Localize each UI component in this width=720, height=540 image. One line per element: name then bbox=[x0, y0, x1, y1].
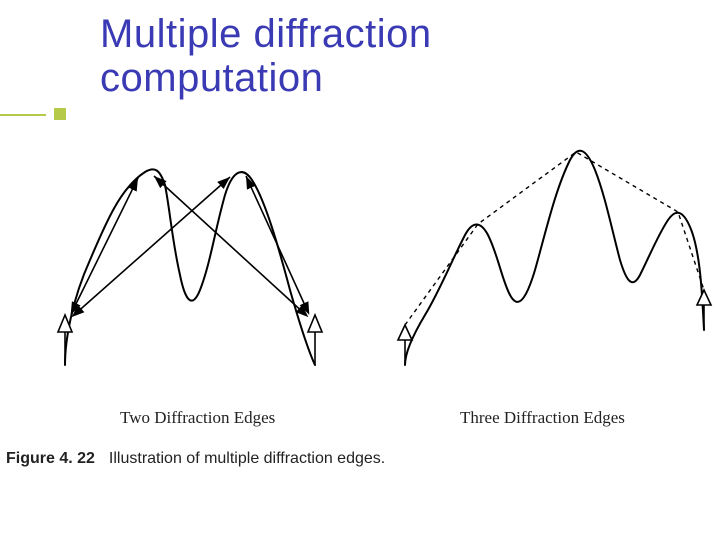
title-line-2: computation bbox=[100, 56, 432, 100]
ray-r-p1 bbox=[154, 176, 306, 315]
ray-l-p1 bbox=[72, 178, 138, 312]
figure-caption: Figure 4. 22 Illustration of multiple dif… bbox=[6, 450, 385, 468]
terrain-left bbox=[65, 169, 315, 365]
terrain-right bbox=[405, 151, 704, 365]
slide-title: Multiple diffraction computation bbox=[100, 12, 432, 100]
diagram-two-edges bbox=[20, 140, 360, 400]
antenna-right bbox=[308, 315, 322, 365]
figure-number: Figure 4. 22 bbox=[6, 450, 95, 467]
caption-two-edges: Two Diffraction Edges bbox=[120, 408, 275, 428]
figure-area: Two Diffraction Edges Three Diffraction … bbox=[0, 140, 720, 480]
accent-divider bbox=[0, 114, 46, 116]
diagram-three-edges bbox=[380, 140, 720, 400]
caption-three-edges: Three Diffraction Edges bbox=[460, 408, 625, 428]
title-line-1: Multiple diffraction bbox=[100, 12, 432, 56]
ray-l-p2 bbox=[74, 177, 230, 315]
antenna-right-3 bbox=[697, 290, 711, 330]
ray-dashed-path bbox=[405, 152, 704, 325]
accent-bullet bbox=[54, 108, 66, 120]
figure-text: Illustration of multiple diffraction edg… bbox=[109, 450, 385, 467]
ray-r-p2 bbox=[246, 176, 308, 312]
